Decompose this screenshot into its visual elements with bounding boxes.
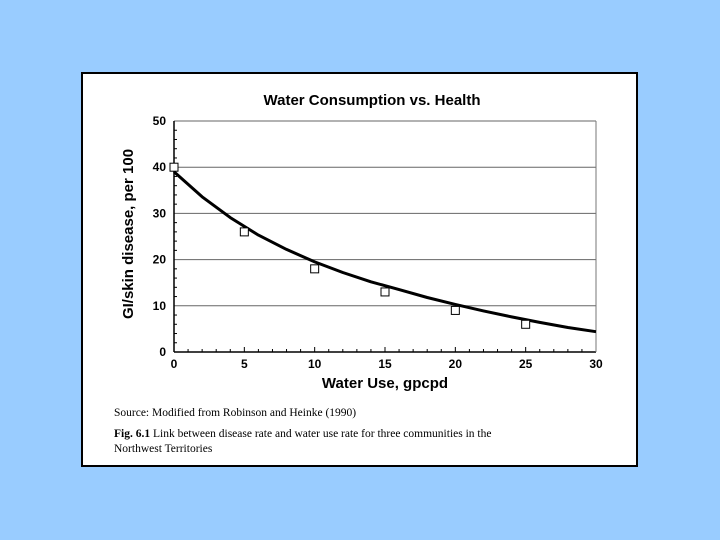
chart-title: Water Consumption vs. Health [264,92,481,109]
data-point-1 [239,227,249,237]
y-tick-label-5: 50 [153,114,167,128]
y-axis-label: GI/skin disease, per 100 [120,149,137,319]
data-point-0 [169,162,179,172]
y-tick-label-3: 30 [153,206,167,220]
source-label: Source: [114,407,150,419]
y-tick-label-2: 20 [153,253,167,267]
figure-card: Water Consumption vs. Health 0 10 20 30 40 50… [81,72,638,467]
x-tick-label-5: 25 [519,357,533,371]
x-tick-label-2: 10 [308,357,322,371]
source-line: Source: Modified from Robinson and Heink… [114,406,614,421]
x-tick-label-6: 30 [589,357,603,371]
y-tick-label-1: 10 [153,299,167,313]
fitted-curve [173,170,597,334]
data-point-4 [450,305,460,315]
y-tick-label-0: 0 [159,345,166,359]
series [169,162,597,334]
data-point-5 [521,319,531,329]
fig-caption-line-1: Fig. 6.1 Link between disease rate and w… [114,427,614,442]
fig-caption-line-2: Northwest Territories [114,443,213,455]
y-tick-label-4: 40 [153,160,167,174]
fig-label: Fig. 6.1 [114,428,151,440]
source-text: Modified from Robinson and Heinke (1990) [152,407,357,419]
x-tick-label-4: 20 [449,357,463,371]
x-tick-label-3: 15 [378,357,392,371]
x-tick-label-1: 5 [241,357,248,371]
fig-text-1: Link between disease rate and water use … [152,428,492,440]
x-tick-label-0: 0 [171,357,178,371]
gridlines [174,120,596,307]
x-axis-ticks: 0 5 10 15 20 25 30 [171,347,603,371]
chart: Water Consumption vs. Health 01020304050… [120,92,603,392]
x-axis-label: Water Use, gpcpd [322,375,448,392]
data-point-3 [380,287,390,297]
data-point-2 [310,264,320,274]
figure-caption: Source: Modified from Robinson and Heink… [114,406,614,457]
